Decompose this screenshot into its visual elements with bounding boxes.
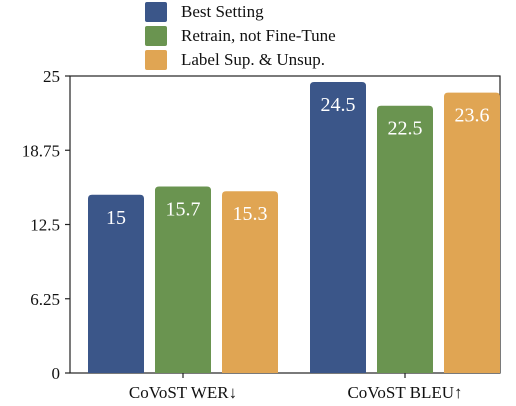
bar-value-label: 15.3 [233, 203, 268, 225]
legend-label: Best Setting [181, 2, 264, 21]
bars [88, 81, 500, 373]
bar [444, 92, 500, 373]
legend-label: Retrain, not Fine-Tune [181, 26, 336, 45]
bar [222, 191, 278, 373]
legend-label: Label Sup. & Unsup. [181, 50, 326, 69]
bar-value-label: 15 [106, 207, 126, 229]
bar-value-label: 22.5 [388, 118, 423, 140]
bar [377, 105, 433, 373]
y-tick-label: 25 [43, 67, 60, 86]
category-labels: CoVoST WER↓ CoVoST BLEU↑ [129, 373, 463, 402]
legend-item-label-sup: Label Sup. & Unsup. [145, 48, 336, 72]
y-tick-label: 12.5 [30, 216, 60, 235]
bar-value-label: 24.5 [321, 94, 356, 116]
y-tick-label: 6.25 [30, 290, 60, 309]
y-tick-label: 18.75 [22, 141, 60, 160]
legend-swatch [145, 2, 167, 22]
bar [310, 81, 366, 373]
legend-swatch [145, 50, 167, 70]
y-tick-label: 0 [52, 364, 61, 383]
bar [155, 186, 211, 373]
category-label: CoVoST BLEU↑ [347, 383, 462, 402]
legend-swatch [145, 26, 167, 46]
legend-item-retrain: Retrain, not Fine-Tune [145, 24, 336, 48]
category-label: CoVoST WER↓ [129, 383, 237, 402]
legend-item-best-setting: Best Setting [145, 0, 336, 24]
bar-labels: 15 15.7 15.3 24.5 22.5 23.6 [106, 94, 490, 229]
bar-value-label: 23.6 [455, 105, 490, 127]
legend: Best Setting Retrain, not Fine-Tune Labe… [145, 0, 336, 72]
y-axis-ticks: 0 6.25 12.5 18.75 25 [22, 67, 70, 383]
bar-value-label: 15.7 [166, 198, 201, 220]
bar [88, 194, 144, 373]
